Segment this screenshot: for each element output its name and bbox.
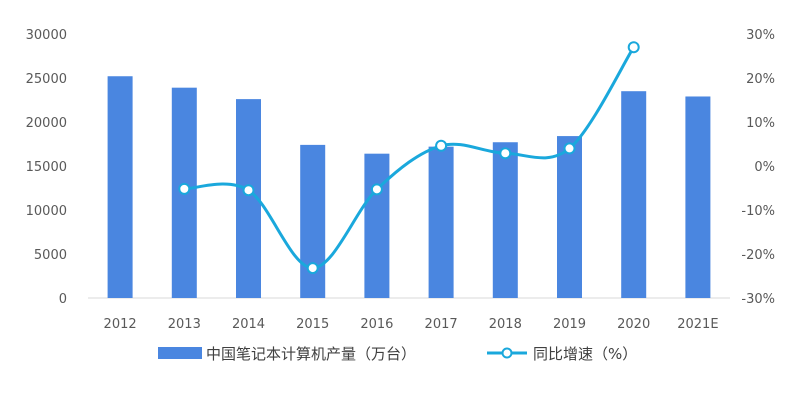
left-tick-label: 10000 [26, 204, 67, 219]
right-tick-label: 20% [746, 72, 775, 87]
x-tick-label: 2019 [553, 317, 586, 332]
x-tick-label: 2013 [168, 317, 201, 332]
x-tick-label: 2021E [677, 317, 718, 332]
growth-marker [499, 147, 512, 160]
x-tick-label: 2014 [232, 317, 265, 332]
right-tick-label: -30% [741, 292, 775, 307]
right-tick-label: 0% [754, 160, 775, 175]
growth-marker [563, 142, 576, 155]
right-tick-label: 10% [746, 116, 775, 131]
left-tick-label: 5000 [34, 248, 67, 263]
left-tick-label: 25000 [26, 72, 67, 87]
legend-line-marker [501, 347, 513, 359]
growth-markers [178, 41, 640, 275]
growth-marker [242, 184, 255, 197]
legend-line-label: 同比增速（%） [533, 345, 637, 363]
bar [557, 136, 582, 298]
left-tick-label: 30000 [26, 28, 67, 43]
legend-bar-label: 中国笔记本计算机产量（万台） [206, 345, 416, 363]
bar [428, 146, 454, 298]
x-tick-label: 2012 [104, 317, 137, 332]
x-tick-label: 2017 [425, 317, 458, 332]
right-tick-label: -20% [741, 248, 775, 263]
bar [300, 144, 326, 298]
x-tick-label: 2018 [489, 317, 522, 332]
bar [621, 91, 647, 298]
x-axis: 2012 2013 2014 2015 2016 2017 2018 2019 2020 2021… [104, 317, 719, 332]
x-tick-label: 2015 [296, 317, 329, 332]
left-tick-label: 0 [59, 292, 67, 307]
growth-marker [435, 139, 448, 152]
growth-marker [306, 262, 319, 275]
growth-marker [178, 182, 191, 195]
left-axis: 0 5000 10000 15000 20000 25000 30000 [26, 28, 67, 307]
right-axis: -30% -20% -10% 0% 10% 20% 30% [741, 28, 775, 307]
bar [107, 76, 133, 299]
growth-marker [370, 183, 383, 196]
legend-bar-swatch [158, 347, 202, 359]
legend: 中国笔记本计算机产量（万台） 同比增速（%） [158, 345, 637, 363]
x-tick-label: 2020 [617, 317, 650, 332]
bar [685, 96, 711, 298]
right-tick-label: -10% [741, 204, 775, 219]
right-tick-label: 30% [746, 28, 775, 43]
x-tick-label: 2016 [360, 317, 393, 332]
left-tick-label: 20000 [26, 116, 67, 131]
bar-series [107, 76, 711, 299]
left-tick-label: 15000 [26, 160, 67, 175]
bar [364, 153, 390, 298]
bar [492, 142, 518, 298]
growth-marker [627, 41, 640, 54]
